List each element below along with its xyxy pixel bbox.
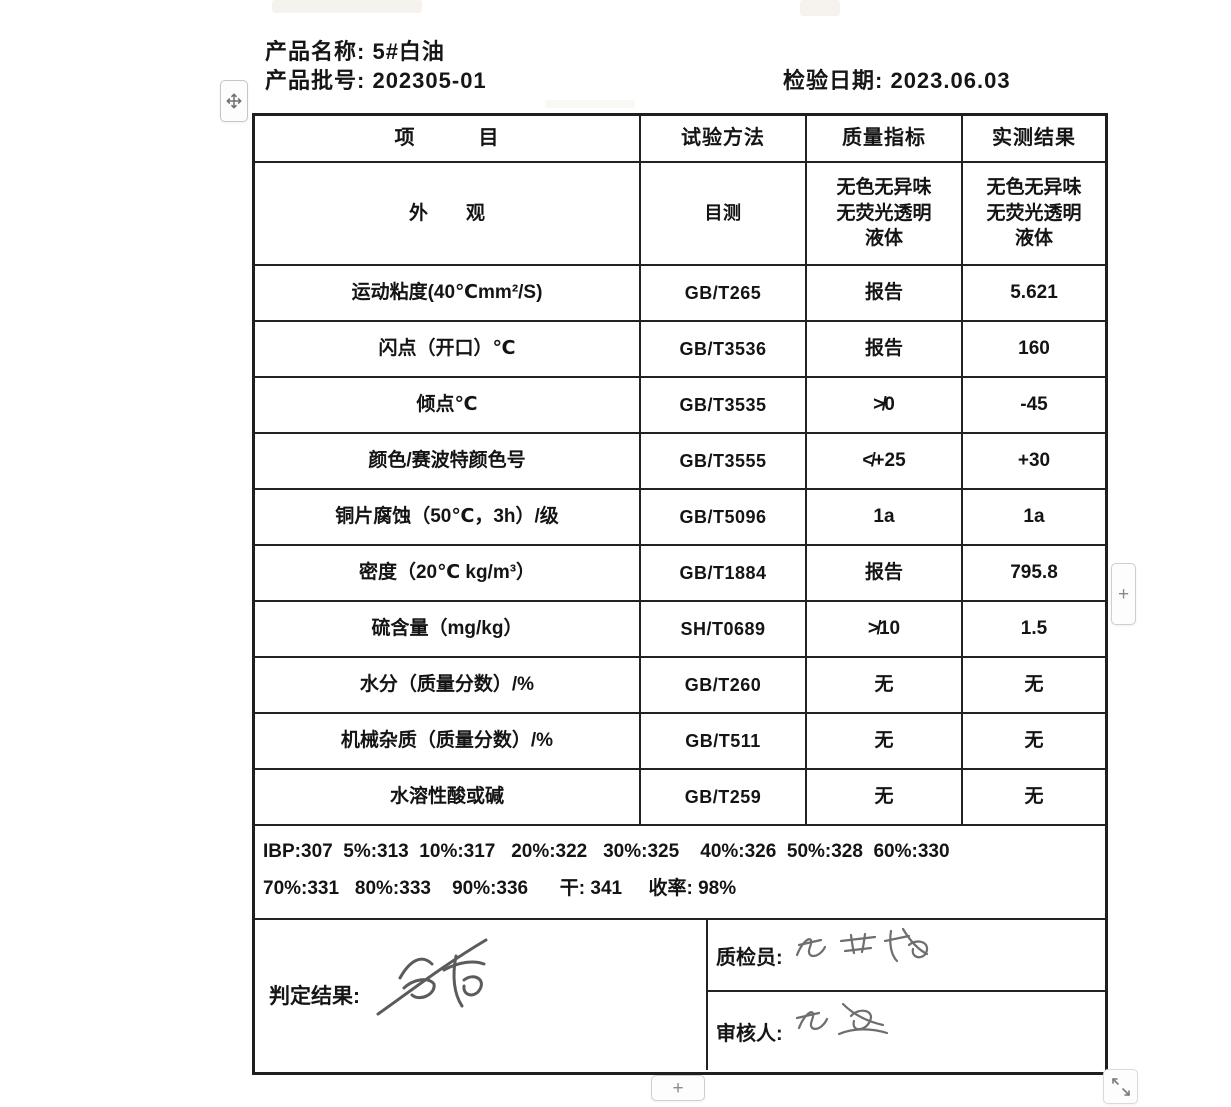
table-resize-handle[interactable] <box>1103 1069 1138 1104</box>
reviewer-label: 审核人: <box>716 1022 783 1045</box>
inspect-date-line: 检验日期: 2023.06.03 <box>783 63 1011 95</box>
batch-line: 产品批号: 202305-01 <box>265 63 487 95</box>
item-cell: 运动粘度(40℃mm²/S) <box>255 266 641 320</box>
signature-section: 判定结果: 质检员: <box>255 920 1105 1070</box>
item-cell: 颜色/赛波特颜色号 <box>255 434 641 488</box>
scan-artifact <box>800 0 840 16</box>
verdict-signature <box>370 934 510 1029</box>
reviewer-signature <box>789 988 899 1053</box>
col-header-method: 试验方法 <box>641 116 807 161</box>
spec-cell: ≮+25 <box>807 434 963 488</box>
spec-cell: 报告 <box>807 322 963 376</box>
spec-cell: 报告 <box>807 266 963 320</box>
batch-value: 202305-01 <box>372 68 487 93</box>
spec-cell: 无 <box>807 770 963 824</box>
item-cell: 水分（质量分数）/% <box>255 658 641 712</box>
approver-cells: 质检员: <box>708 920 1105 1070</box>
result-cell: 5.621 <box>1010 282 1058 304</box>
result-cell: 1a <box>1023 506 1045 528</box>
col-header-spec: 质量指标 <box>807 116 963 161</box>
table-row: 密度（20℃ kg/m³） GB/T1884 报告 795.8 <box>255 546 1105 602</box>
distillation-line2: 70%:331 80%:333 90%:336 干: 341 收率: 98% <box>263 878 737 900</box>
distillation-line1: IBP:307 5%:313 10%:317 20%:322 30%:325 4… <box>263 841 950 862</box>
item-cell: 硫含量（mg/kg） <box>255 602 641 656</box>
result-cell: 160 <box>1018 338 1050 360</box>
table-row: 外 观 目测 无色无异味 无荧光透明 液体 无色无异味 无荧光透明 液体 <box>255 163 1105 266</box>
item-cell: 密度（20℃ kg/m³） <box>255 546 641 600</box>
table-header-row: 项 目 试验方法 质量指标 实测结果 <box>255 116 1105 163</box>
table-row: 机械杂质（质量分数）/% GB/T511 无 无 <box>255 714 1105 770</box>
reviewer-cell: 审核人: <box>708 992 1105 1070</box>
inspector-label: 质检员: <box>716 946 783 969</box>
result-cell: 795.8 <box>1010 562 1058 584</box>
item-cell: 铜片腐蚀（50℃，3h）/级 <box>255 490 641 544</box>
spec-cell: 无 <box>807 658 963 712</box>
table-row: 水分（质量分数）/% GB/T260 无 无 <box>255 658 1105 714</box>
move-icon <box>224 91 244 111</box>
spec-cell: 报告 <box>807 546 963 600</box>
add-column-button[interactable]: + <box>1111 563 1136 625</box>
verdict-cell: 判定结果: <box>255 920 708 1070</box>
plus-icon: + <box>1117 583 1130 605</box>
table-row: 铜片腐蚀（50℃，3h）/级 GB/T5096 1a 1a <box>255 490 1105 546</box>
result-cell: 无 <box>1024 730 1044 752</box>
method-cell: SH/T0689 <box>641 602 807 656</box>
result-cell: +30 <box>1017 450 1051 472</box>
item-cell: 机械杂质（质量分数）/% <box>255 714 641 768</box>
inspector-cell: 质检员: <box>708 920 1105 992</box>
method-cell: GB/T3555 <box>641 434 807 488</box>
table-row: 颜色/赛波特颜色号 GB/T3555 ≮+25 +30 <box>255 434 1105 490</box>
scan-artifact <box>272 0 422 13</box>
result-cell: 无色无异味 无荧光透明 液体 <box>986 177 1082 250</box>
spec-cell: ≯10 <box>807 602 963 656</box>
method-cell: GB/T511 <box>641 714 807 768</box>
table-row: 倾点℃ GB/T3535 ≯0 -45 <box>255 378 1105 434</box>
spec-cell: ≯0 <box>807 378 963 432</box>
table-move-handle[interactable] <box>220 80 248 122</box>
product-name-line: 产品名称: 5#白油 <box>265 34 445 66</box>
table-row: 硫含量（mg/kg） SH/T0689 ≯10 1.5 <box>255 602 1105 658</box>
spec-cell: 无色无异味 无荧光透明 液体 <box>807 163 963 264</box>
inspect-date-value: 2023.06.03 <box>890 68 1011 93</box>
method-cell: GB/T260 <box>641 658 807 712</box>
product-name-label: 产品名称: <box>265 39 366 64</box>
resize-diagonal-icon <box>1109 1075 1133 1099</box>
method-cell: GB/T3536 <box>641 322 807 376</box>
scan-artifact <box>545 100 635 108</box>
item-cell: 水溶性酸或碱 <box>255 770 641 824</box>
add-row-button[interactable]: + <box>651 1075 705 1101</box>
result-cell: 无 <box>1024 674 1044 696</box>
result-cell: -45 <box>1020 394 1048 416</box>
spec-cell: 无 <box>807 714 963 768</box>
plus-icon: + <box>672 1077 684 1099</box>
method-cell: GB/T259 <box>641 770 807 824</box>
verdict-label: 判定结果: <box>269 985 360 1008</box>
distillation-data-cell: IBP:307 5%:313 10%:317 20%:322 30%:325 4… <box>255 826 1105 920</box>
table-row: 运动粘度(40℃mm²/S) GB/T265 报告 5.621 <box>255 266 1105 322</box>
item-cell: 倾点℃ <box>255 378 641 432</box>
batch-label: 产品批号: <box>265 68 366 93</box>
method-cell: 目测 <box>641 163 807 264</box>
result-cell: 无 <box>1024 786 1044 808</box>
method-cell: GB/T1884 <box>641 546 807 600</box>
item-cell: 闪点（开口）℃ <box>255 322 641 376</box>
inspector-signature <box>789 917 949 974</box>
table-row: 闪点（开口）℃ GB/T3536 报告 160 <box>255 322 1105 378</box>
table-row: 水溶性酸或碱 GB/T259 无 无 <box>255 770 1105 826</box>
result-cell: 1.5 <box>1020 618 1048 640</box>
method-cell: GB/T3535 <box>641 378 807 432</box>
col-header-result: 实测结果 <box>992 127 1076 149</box>
inspection-table: 项 目 试验方法 质量指标 实测结果 外 观 目测 无色无异味 无荧光透明 液体… <box>252 113 1108 1075</box>
inspect-date-label: 检验日期: <box>783 68 884 93</box>
item-cell: 外 观 <box>255 163 641 264</box>
method-cell: GB/T265 <box>641 266 807 320</box>
spec-cell: 1a <box>807 490 963 544</box>
col-header-item: 项 目 <box>255 116 641 161</box>
product-name-value: 5#白油 <box>372 39 445 64</box>
method-cell: GB/T5096 <box>641 490 807 544</box>
